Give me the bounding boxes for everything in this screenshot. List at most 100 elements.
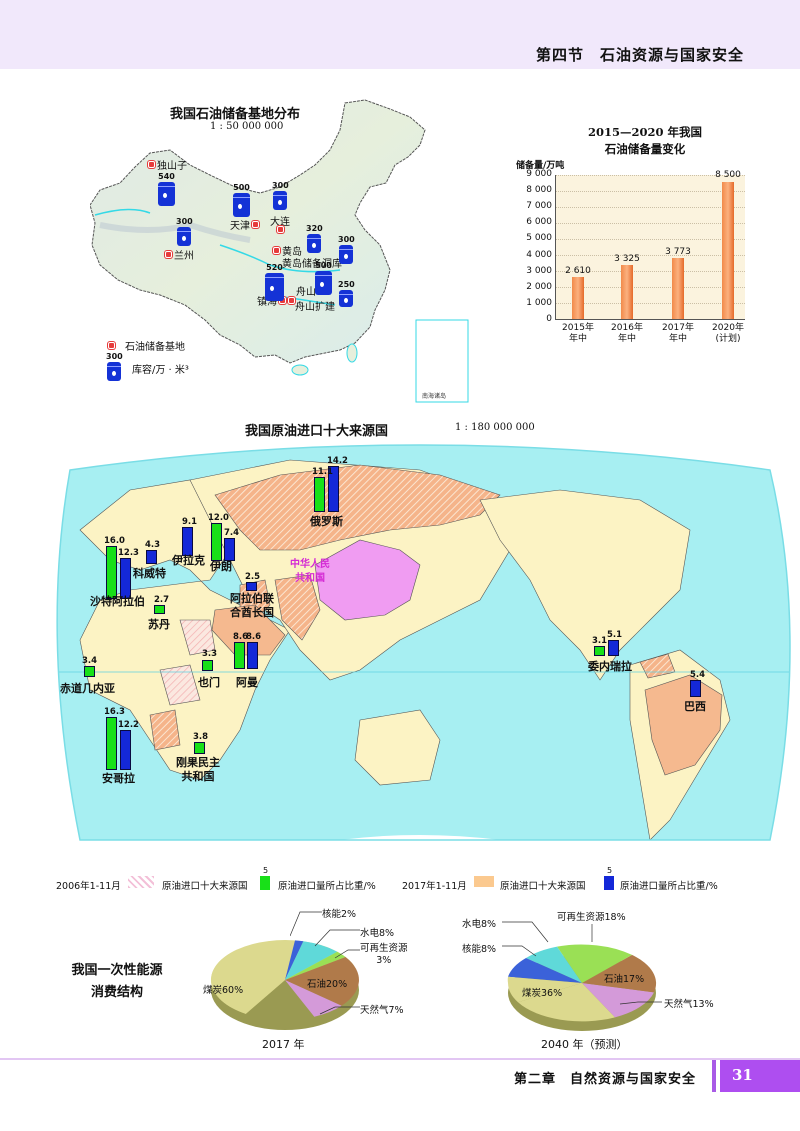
bar-kuwait-2017 (146, 550, 157, 564)
bar-saudi-2017 (120, 558, 131, 599)
base-dot-icon (165, 251, 172, 258)
pie-2040: 煤炭36% 石油17% (502, 943, 662, 1033)
pie2040-renewables: 可再生资源18% (557, 912, 626, 923)
pie2040-coal: 煤炭36% (522, 988, 563, 999)
bar-iraq-2017 (182, 527, 193, 556)
base-huangdao: 黄岛 (273, 243, 302, 258)
base-dushanzi: 独山子 (148, 157, 187, 172)
base-dot-icon (252, 221, 259, 228)
legend-swatch-blue (604, 876, 614, 890)
label-equatorial-guinea: 赤道几内亚 (60, 682, 115, 695)
oil-barrel-icon (233, 193, 250, 217)
pie2040-leaders (502, 921, 662, 1005)
label-yemen: 也门 (198, 676, 220, 689)
label-kuwait: 科威特 (133, 567, 166, 580)
oil-barrel-icon (339, 245, 354, 264)
base-dot-icon (277, 226, 284, 233)
barrel-huangdao-cavern: 300 (338, 235, 355, 264)
oil-barrel-icon (315, 271, 332, 295)
x-label-2016: 2016年 年中 (611, 323, 643, 344)
legend-top10-2017: 原油进口十大来源国 (500, 881, 586, 892)
legend-capacity-label: 库容/万 · 米³ (132, 365, 189, 376)
bar-oman-2017 (247, 642, 258, 669)
legend-period-2006: 2006年1-11月 (56, 881, 121, 892)
world-map-title: 我国原油进口十大来源国 (245, 424, 389, 439)
bar-saudi-2006 (106, 546, 117, 599)
footer-accent-bar (712, 1060, 716, 1092)
pie2017-caption: 2017 年 (262, 1038, 305, 1051)
label-iran: 伊朗 (210, 560, 232, 573)
base-tianjin: 天津 (230, 217, 259, 232)
china-map-title: 我国石油储备基地分布 (170, 107, 301, 122)
bar-iran-2017 (224, 538, 235, 561)
bar-chart-title: 2015—2020 年我国 石油储备量变化 (587, 125, 703, 156)
oil-barrel-icon (107, 362, 122, 381)
oil-barrel-icon (273, 191, 288, 210)
world-map-scale: 1 : 180 000 000 (455, 422, 535, 433)
base-zhoushan-expansion: 舟山扩建 (295, 302, 335, 313)
oil-barrel-icon (158, 182, 175, 206)
pie-2017: 煤炭60% 石油20% (203, 930, 365, 1040)
pie2017-nuclear: 核能2% (322, 909, 357, 920)
pie2040-gas: 天然气13% (664, 999, 714, 1010)
bar-2015 (572, 277, 584, 319)
label-angola: 安哥拉 (102, 772, 135, 785)
inset-label: 南海诸岛 (422, 392, 446, 400)
legend-swatch-orange (474, 876, 494, 887)
x-label-2015: 2015年 年中 (562, 323, 594, 344)
label-drc: 刚果民主 共和国 (176, 756, 220, 783)
label-saudi-arabia: 沙特阿拉伯 (90, 595, 145, 608)
pie2017-leaders (290, 911, 360, 1015)
bar-eq-guinea-2006 (84, 666, 95, 677)
china-reserve-map: 南海诸岛 我国石油储备基地分布 1 : 50 000 000 独山子 540 天… (90, 95, 470, 405)
legend-barrel: 300 (106, 352, 123, 381)
page-number-box: 31 (720, 1060, 800, 1092)
label-brazil: 巴西 (684, 700, 706, 713)
x-label-2017: 2017年 年中 (662, 323, 694, 344)
bar-brazil-2017 (690, 680, 701, 697)
barrel-tianjin: 500 (233, 183, 250, 217)
section-title: 第四节 石油资源与国家安全 (535, 46, 744, 64)
chapter-title: 第二章 自然资源与国家安全 (513, 1072, 696, 1087)
china-map-scale: 1 : 50 000 000 (210, 121, 284, 132)
header-band (0, 0, 800, 69)
world-import-map: 中华人民 共和国 11.1 14.2 俄罗斯 16.0 12.3 沙特阿拉伯 4.… (40, 440, 800, 860)
legend-period-2017: 2017年1-11月 (402, 881, 467, 892)
bar-iran-2006 (211, 523, 222, 561)
x-label-2020: 2020年 (计划) (712, 323, 744, 344)
bar-chart-ylabel: 储备量/万吨 (516, 161, 565, 171)
pie2040-caption: 2040 年（预测） (541, 1038, 628, 1051)
barrel-zhoushan-expansion: 250 (338, 280, 355, 307)
label-oman: 阿曼 (236, 676, 258, 689)
bar-2020 (722, 182, 734, 319)
pie2017-gas: 天然气7% (360, 1005, 404, 1016)
legend-top10-2006: 原油进口十大来源国 (162, 881, 248, 892)
legend-swatch-hatch (128, 876, 154, 888)
label-russia: 俄罗斯 (310, 515, 343, 528)
pie2017-coal: 煤炭60% (203, 985, 244, 996)
china-label: 中华人民 共和国 (290, 559, 330, 584)
pie2017-hydro: 水电8% (360, 928, 395, 939)
base-dot-icon (108, 342, 115, 349)
bar-yemen-2006 (202, 660, 213, 671)
base-dot-icon (273, 247, 280, 254)
bar-russia-2017 (328, 466, 339, 512)
barrel-zhoushan: 500 (315, 261, 332, 295)
pie2040-oil: 石油17% (604, 974, 645, 985)
energy-structure-title: 我国一次性能源 消费结构 (71, 963, 163, 1000)
label-uae: 阿拉伯联 合酋长国 (230, 592, 274, 619)
bar-angola-2017 (120, 730, 131, 770)
pie2040-nuclear: 核能8% (462, 944, 497, 955)
label-iraq: 伊拉克 (172, 554, 205, 567)
bar-sudan-2006 (154, 605, 165, 614)
bar-chart-plot: 0 1 000 2 000 3 000 4 000 5 000 6 000 7 … (526, 169, 745, 344)
page-number: 31 (732, 1066, 753, 1084)
barrel-lanzhou: 300 (176, 217, 193, 246)
bar-venezuela-2006 (594, 646, 605, 656)
pie2017-renewables: 可再生资源 3% (360, 943, 408, 966)
oil-barrel-icon (177, 227, 192, 246)
bar-uae-2017 (246, 582, 257, 591)
barrel-dalian: 300 (272, 181, 289, 210)
pie2040-hydro: 水电8% (462, 919, 497, 930)
barrel-dushanzi: 540 (158, 172, 175, 206)
